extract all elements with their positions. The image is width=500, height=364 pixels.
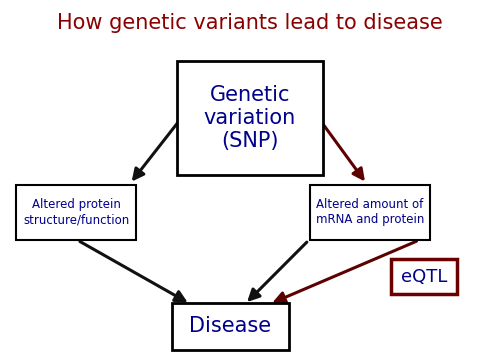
Text: eQTL: eQTL <box>401 268 447 285</box>
FancyBboxPatch shape <box>310 185 430 240</box>
Text: Disease: Disease <box>190 316 272 336</box>
Text: How genetic variants lead to disease: How genetic variants lead to disease <box>57 12 443 32</box>
Text: Altered protein
structure/function: Altered protein structure/function <box>23 198 129 226</box>
FancyBboxPatch shape <box>391 259 457 294</box>
FancyBboxPatch shape <box>172 303 289 350</box>
FancyBboxPatch shape <box>176 61 324 175</box>
Text: Genetic
variation
(SNP): Genetic variation (SNP) <box>204 84 296 151</box>
Text: Altered amount of
mRNA and protein: Altered amount of mRNA and protein <box>316 198 424 226</box>
FancyBboxPatch shape <box>16 185 136 240</box>
